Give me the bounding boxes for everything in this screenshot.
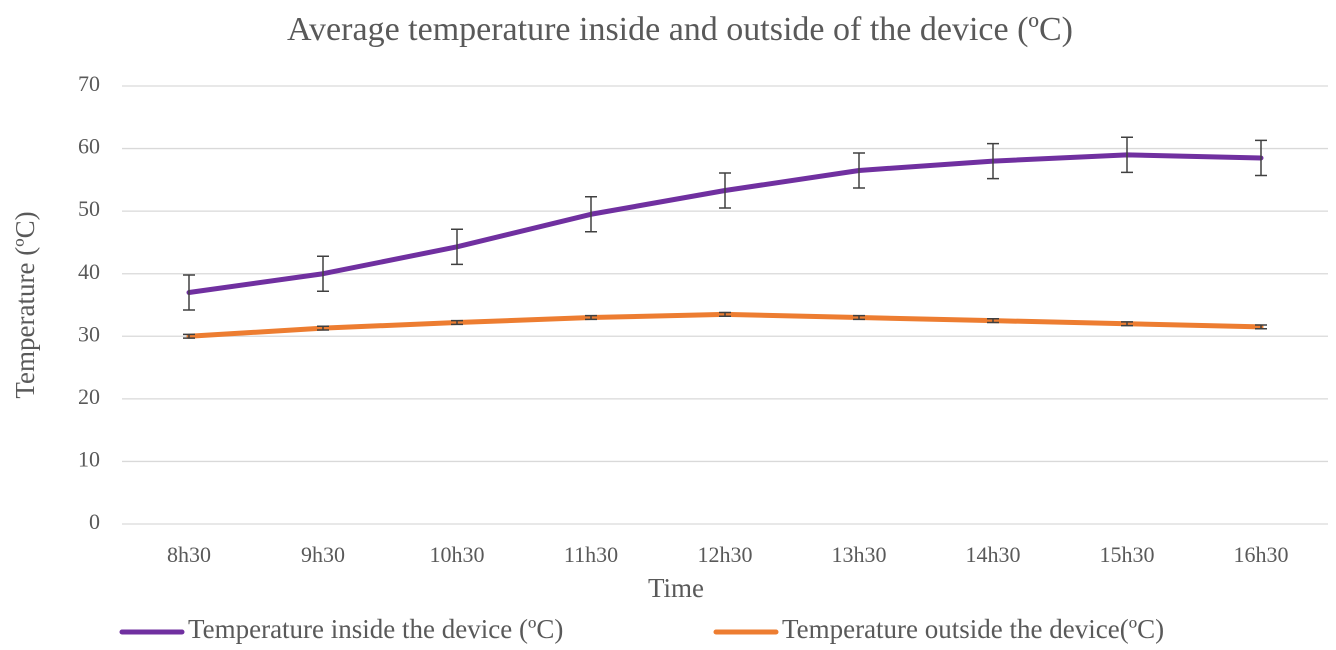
y-tick-label: 50 (78, 196, 100, 221)
y-tick-label: 0 (89, 509, 100, 534)
y-tick-label: 10 (78, 446, 100, 471)
error-bar (719, 172, 731, 209)
error-bar (317, 325, 329, 331)
x-tick-label: 15h30 (1100, 542, 1155, 567)
x-tick-label: 8h30 (167, 542, 211, 567)
error-bar (1255, 139, 1267, 177)
series-line (186, 311, 1264, 339)
error-bar (183, 274, 195, 311)
error-bar (585, 314, 597, 321)
chart-title: Average temperature inside and outside o… (287, 11, 1073, 48)
x-tick-label: 12h30 (698, 542, 753, 567)
y-tick-label: 40 (78, 259, 100, 284)
x-tick-label: 10h30 (430, 542, 485, 567)
legend-label: Temperature outside the device(ºC) (782, 614, 1164, 644)
error-bar (451, 319, 463, 326)
y-tick-label: 70 (78, 71, 100, 96)
x-axis-label: Time (648, 573, 704, 603)
error-bar (1121, 136, 1133, 174)
y-tick-label: 60 (78, 134, 100, 159)
error-bar (987, 142, 999, 180)
error-bar (719, 311, 731, 318)
error-bar (585, 196, 597, 233)
legend-label: Temperature inside the device (ºC) (188, 614, 563, 644)
error-bar (317, 255, 329, 292)
error-bar (1121, 321, 1133, 327)
y-axis-label: Temperature (ºC) (10, 211, 40, 398)
error-bar (987, 318, 999, 324)
error-bar (183, 333, 195, 339)
error-bar (853, 152, 865, 189)
x-tick-label: 11h30 (564, 542, 618, 567)
x-tick-label: 9h30 (301, 542, 345, 567)
x-tick-label: 13h30 (832, 542, 887, 567)
x-tick-label: 16h30 (1234, 542, 1289, 567)
y-tick-label: 20 (78, 384, 100, 409)
error-bar (451, 228, 463, 266)
x-tick-label: 14h30 (966, 542, 1021, 567)
y-tick-label: 30 (78, 321, 100, 346)
error-bar (1255, 324, 1267, 330)
error-bar (853, 314, 865, 321)
